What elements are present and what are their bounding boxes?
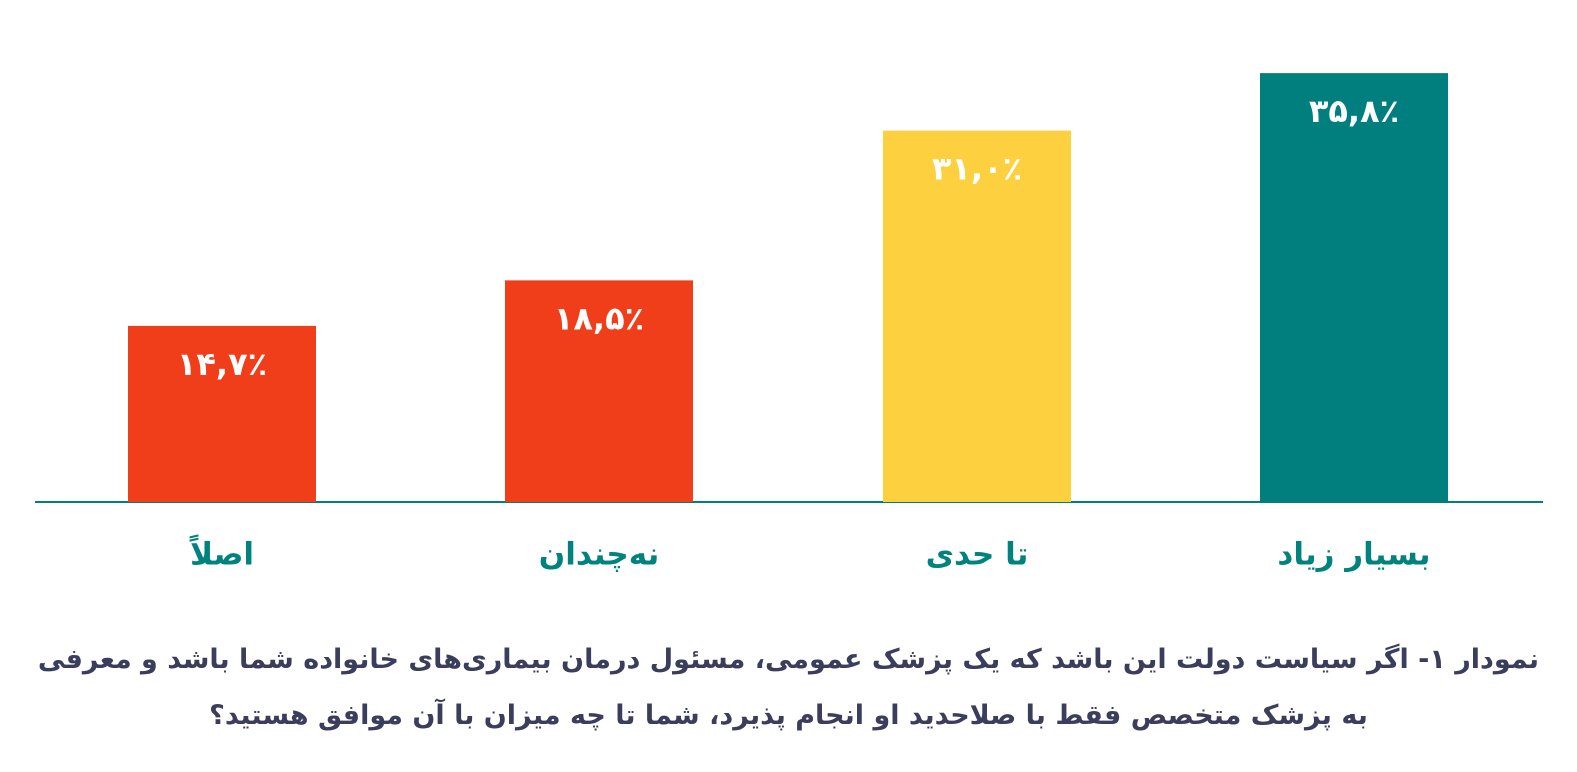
category-label: تا حدی xyxy=(926,537,1029,573)
bar xyxy=(505,280,693,502)
category-label: بسیار زیاد xyxy=(1277,537,1430,573)
bar xyxy=(1260,73,1448,502)
category-label: اصلاً xyxy=(189,534,254,573)
value-label: ۳۱,۰٪ xyxy=(932,150,1022,188)
value-label: ۱۴,۷٪ xyxy=(177,345,267,383)
bar xyxy=(883,130,1071,502)
bar xyxy=(128,325,316,502)
chart: ۱۴,۷٪ اصلاً ۱۸,۵٪ نه‌چندان ۳۱,۰٪ تا حدی ۳۵,۸٪ ب… xyxy=(35,73,1543,573)
value-label: ۱۸,۵٪ xyxy=(554,299,644,337)
category-label: نه‌چندان xyxy=(539,537,659,573)
chart-title: نمودار ۱- اگر سیاست دولت این باشد که یک … xyxy=(37,644,1540,731)
value-label: ۳۵,۸٪ xyxy=(1309,92,1399,130)
